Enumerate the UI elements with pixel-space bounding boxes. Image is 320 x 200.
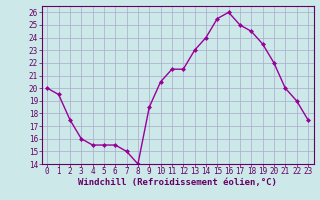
X-axis label: Windchill (Refroidissement éolien,°C): Windchill (Refroidissement éolien,°C) (78, 178, 277, 187)
